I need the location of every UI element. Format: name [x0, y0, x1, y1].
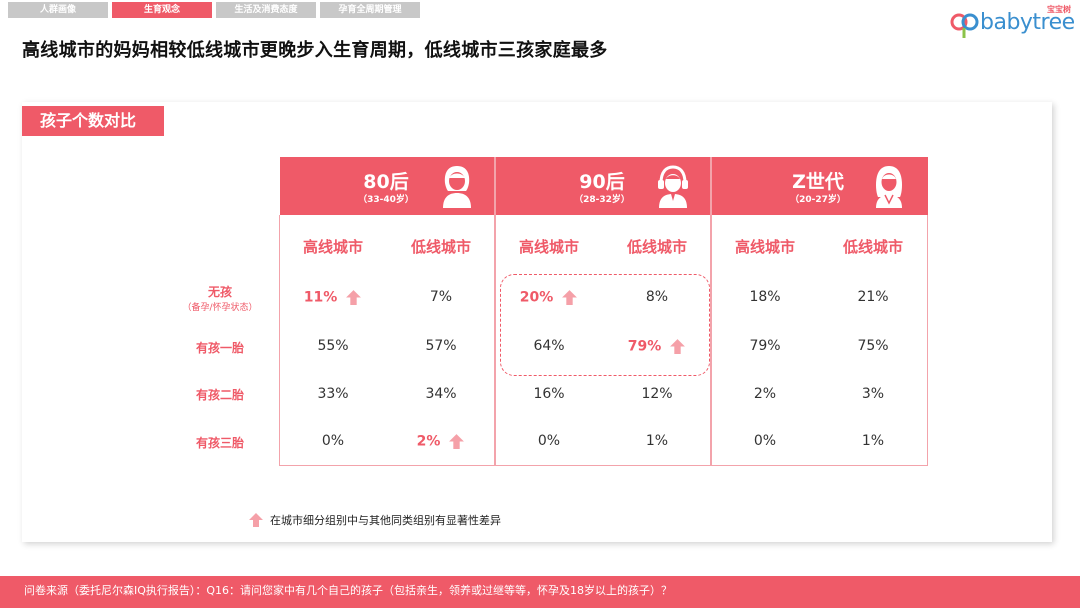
column-divider	[710, 157, 712, 465]
table-cell: 12%	[603, 386, 711, 402]
cell-value: 33%	[317, 386, 349, 402]
table-cell: 11%	[279, 289, 387, 306]
row-sublabel-no-child: （备孕/怀孕状态）	[182, 303, 258, 313]
tab-parenting-cycle[interactable]: 孕育全周期管理	[320, 2, 420, 18]
cell-value: 0%	[321, 433, 345, 449]
cell-value: 34%	[425, 386, 457, 402]
up-arrow-icon	[249, 513, 263, 527]
col-header-low-tier: 低线城市	[626, 238, 687, 256]
table-cell: 0%	[279, 433, 387, 449]
up-arrow-icon	[562, 290, 578, 305]
cell-value: 55%	[317, 338, 349, 354]
cell-value: 3%	[861, 386, 885, 402]
table-cell: 16%	[495, 386, 603, 402]
gen-name: Z世代	[792, 171, 844, 193]
legend-text: 在城市细分组别中与其他同类组别有显著性差异	[270, 514, 501, 527]
table-cell: 2%	[711, 386, 819, 402]
row-label-one-child: 有孩一胎	[195, 341, 244, 355]
legend: 在城市细分组别中与其他同类组别有显著性差异	[248, 512, 501, 528]
page-title: 高线城市的妈妈相较低线城市更晚步入生育周期，低线城市三孩家庭最多	[22, 40, 608, 61]
woman-headset-avatar-icon	[658, 165, 688, 208]
tab-lifestyle[interactable]: 生活及消费态度	[216, 2, 316, 18]
table-cell: 55%	[279, 338, 387, 354]
up-arrow-icon	[346, 290, 362, 305]
cell-value: 18%	[749, 289, 781, 305]
row-label-two-children: 有孩二胎	[195, 388, 244, 402]
cell-value: 1%	[645, 433, 669, 449]
table-bottom-line	[279, 465, 928, 466]
babytree-logo-icon	[950, 13, 979, 38]
gen-name: 80后	[363, 171, 409, 193]
cell-value: 0%	[753, 433, 777, 449]
cell-value: 16%	[533, 386, 565, 402]
section-label: 孩子个数对比	[22, 106, 164, 136]
col-header-high-tier: 高线城市	[518, 238, 579, 256]
cell-value: 12%	[641, 386, 673, 402]
gen-age: （20-27岁）	[790, 195, 846, 205]
row-label-three-children: 有孩三胎	[195, 436, 244, 450]
cell-value: 7%	[429, 289, 453, 305]
table-cell: 21%	[819, 289, 927, 305]
cell-value: 2%	[753, 386, 777, 402]
row-label-no-child: 无孩	[207, 285, 232, 299]
gen-name: 90后	[579, 171, 625, 193]
logo-wordmark: babytree	[980, 10, 1075, 35]
table-cell: 79%	[603, 338, 711, 355]
table-cell: 2%	[387, 433, 495, 450]
cell-value: 1%	[861, 433, 885, 449]
up-arrow-icon	[670, 339, 686, 354]
table-cell: 79%	[711, 338, 819, 354]
woman-long-hair-avatar-icon	[876, 166, 902, 208]
top-tab-bar: 人群画像 生育观念 生活及消费态度 孕育全周期管理	[8, 2, 420, 18]
table-cell: 7%	[387, 289, 495, 305]
col-header-low-tier: 低线城市	[410, 238, 471, 256]
col-header-low-tier: 低线城市	[842, 238, 903, 256]
cell-value: 11%	[303, 289, 338, 306]
table-cell: 34%	[387, 386, 495, 402]
column-divider	[927, 215, 928, 465]
cell-value: 75%	[857, 338, 889, 354]
gen-age: （33-40岁）	[358, 195, 414, 205]
cell-value: 0%	[537, 433, 561, 449]
column-divider	[494, 157, 496, 465]
col-header-high-tier: 高线城市	[734, 238, 795, 256]
cell-value: 64%	[533, 338, 565, 354]
col-header-high-tier: 高线城市	[302, 238, 363, 256]
gen-header-80s: 80后 （33-40岁）	[280, 157, 494, 215]
babytree-logo: babytree 宝宝树	[950, 5, 1075, 38]
table-cell: 75%	[819, 338, 927, 354]
logo-cn: 宝宝树	[1047, 5, 1071, 14]
highlight-box-90s	[500, 274, 710, 376]
table-cell: 64%	[495, 338, 603, 354]
table-cell: 1%	[819, 433, 927, 449]
gen-header-90s: 90后 （28-32岁）	[496, 157, 710, 215]
cell-value: 20%	[519, 289, 554, 306]
woman-avatar-icon	[443, 166, 471, 208]
tab-persona[interactable]: 人群画像	[8, 2, 108, 18]
tab-fertility-views[interactable]: 生育观念	[112, 2, 212, 18]
cell-value: 21%	[857, 289, 889, 305]
gen-age: （28-32岁）	[574, 195, 630, 205]
table-cell: 8%	[603, 289, 711, 305]
table-cell: 18%	[711, 289, 819, 305]
column-divider	[279, 215, 280, 465]
table-cell: 57%	[387, 338, 495, 354]
table-cell: 3%	[819, 386, 927, 402]
cell-value: 2%	[416, 433, 441, 450]
table-cell: 1%	[603, 433, 711, 449]
cell-value: 79%	[627, 338, 662, 355]
up-arrow-icon	[449, 434, 465, 449]
cell-value: 57%	[425, 338, 457, 354]
table-cell: 0%	[711, 433, 819, 449]
table-cell: 0%	[495, 433, 603, 449]
gen-header-genz: Z世代 （20-27岁）	[712, 157, 928, 215]
footer-source-note: 问卷来源（委托尼尔森IQ执行报告）：Q16：请问您家中有几个自己的孩子（包括亲生…	[0, 576, 1080, 608]
cell-value: 79%	[749, 338, 781, 354]
table-cell: 20%	[495, 289, 603, 306]
cell-value: 8%	[645, 289, 669, 305]
table-cell: 33%	[279, 386, 387, 402]
